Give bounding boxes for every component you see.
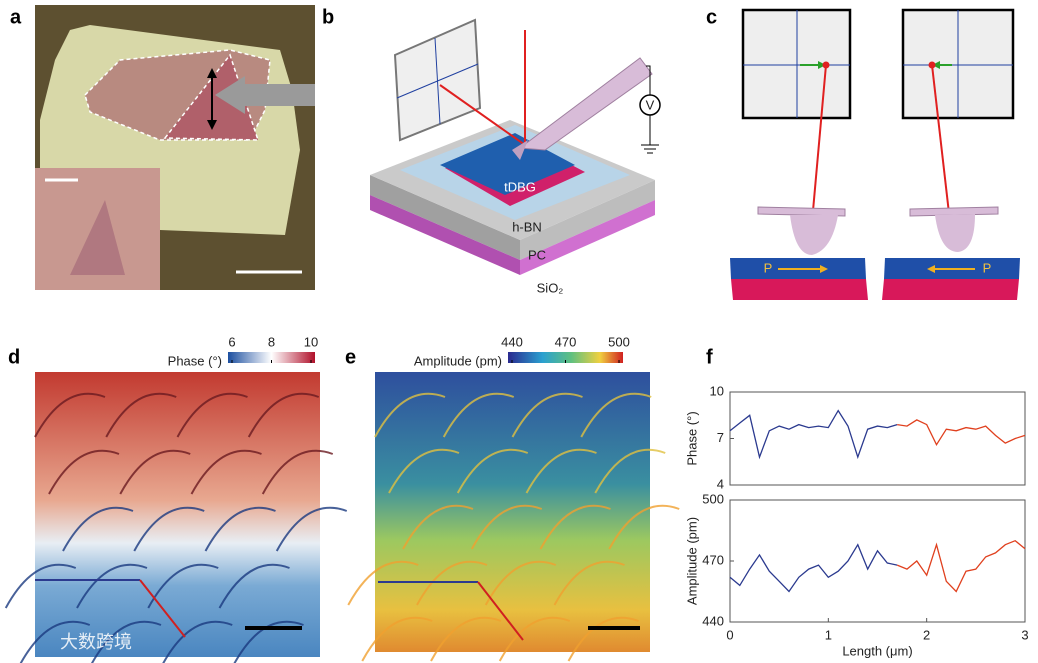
domain-wall — [91, 620, 162, 663]
optical-image — [35, 5, 315, 290]
domain-wall — [76, 563, 148, 609]
domain-wall — [176, 392, 248, 438]
domain-wall — [133, 506, 205, 552]
watermark: 大数跨境 — [60, 632, 132, 652]
profile-line — [477, 581, 524, 641]
domain-wall — [261, 449, 334, 495]
domain-wall — [484, 560, 557, 606]
polarization-label: P — [983, 260, 992, 275]
axes-frame — [729, 391, 1026, 486]
panel-label: c — [706, 6, 717, 28]
x-tick-label: 0 — [726, 627, 733, 642]
layer-label: h-BN — [512, 219, 542, 234]
colorbar-tick-label: 470 — [555, 334, 577, 349]
domain-wall — [402, 504, 474, 550]
panel-label: e — [345, 346, 356, 368]
y-tick-label: 4 — [717, 476, 724, 491]
data-line — [729, 543, 898, 593]
panel-label: b — [322, 6, 334, 28]
axes-frame — [729, 499, 1026, 623]
domain-wall — [416, 560, 488, 606]
domain-wall — [204, 506, 276, 552]
domain-wall — [525, 448, 597, 494]
domain-wall — [567, 616, 639, 662]
x-tick-label: 1 — [825, 627, 832, 642]
y-tick-label: 500 — [702, 491, 724, 506]
colorbar-tick-label: 440 — [501, 334, 523, 349]
data-line — [729, 409, 898, 460]
domain-wall — [539, 504, 611, 550]
domain-wall — [347, 560, 419, 606]
layer-label: SiO₂ — [537, 280, 564, 295]
panel-label: a — [10, 6, 22, 28]
domain-wall — [608, 504, 680, 550]
domain-wall — [4, 563, 77, 609]
domain-wall — [218, 563, 290, 609]
panel-label: d — [8, 346, 20, 368]
domain-wall — [498, 616, 571, 662]
domain-wall — [247, 392, 320, 438]
y-tick-label: 10 — [710, 383, 724, 398]
colorbar-tick-label: 6 — [228, 334, 235, 349]
domain-wall — [119, 449, 191, 495]
panel-label: f — [706, 346, 713, 368]
colorbar-label: Amplitude (pm) — [414, 353, 502, 368]
pfm-maps — [4, 372, 680, 663]
colorbar — [228, 352, 315, 363]
profile-line — [139, 579, 186, 638]
y-tick-label: 440 — [702, 613, 724, 628]
y-axis-label: Amplitude (pm) — [684, 517, 699, 605]
domain-wall — [190, 449, 262, 495]
domain-wall — [470, 504, 543, 550]
domain-wall — [275, 506, 348, 552]
domain-wall — [430, 616, 502, 662]
domain-wall — [456, 448, 529, 494]
y-tick-label: 7 — [717, 430, 724, 445]
mechanism: P P — [730, 8, 1020, 300]
domain-wall — [388, 448, 460, 494]
domain-wall — [442, 392, 515, 438]
x-tick-label: 3 — [1021, 627, 1028, 642]
colorbar-tick-label: 10 — [304, 334, 318, 349]
layer-label: PC — [528, 247, 546, 262]
voltmeter-label: V — [646, 97, 655, 112]
domain-wall — [361, 616, 433, 662]
domain-wall — [162, 620, 233, 663]
domain-wall — [62, 506, 134, 552]
y-axis-label: Phase (°) — [684, 411, 699, 465]
domain-wall — [105, 392, 177, 438]
domain-wall — [374, 392, 446, 438]
x-tick-label: 2 — [923, 627, 930, 642]
colorbar-tick-label: 8 — [268, 334, 275, 349]
data-line — [897, 419, 1026, 447]
domain-wall — [34, 392, 106, 438]
domain-wall — [48, 449, 120, 495]
schematic: V tDBG h-BN PC SiO₂ — [370, 18, 661, 295]
domain-wall — [553, 560, 625, 606]
layer-label: tDBG — [504, 179, 536, 194]
colorbar — [508, 352, 623, 363]
colorbar-tick-label: 500 — [608, 334, 630, 349]
domain-wall — [511, 392, 583, 438]
data-line — [896, 539, 1026, 593]
domain-wall — [19, 620, 91, 663]
y-tick-label: 470 — [702, 552, 724, 567]
colorbar-label: Phase (°) — [168, 353, 222, 368]
polarization-label: P — [764, 260, 773, 275]
domain-wall — [594, 448, 666, 494]
domain-wall — [580, 392, 652, 438]
x-axis-label: Length (μm) — [842, 643, 912, 658]
